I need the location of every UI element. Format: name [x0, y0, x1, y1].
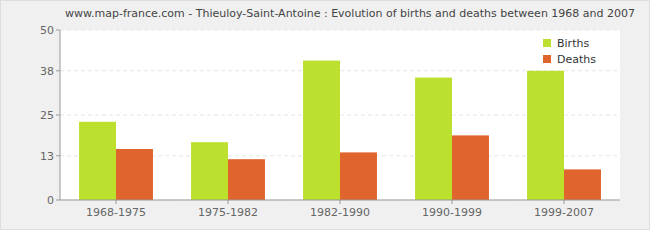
x-tick-label: 1990-1999	[422, 206, 482, 219]
bar	[452, 135, 489, 200]
grid-line	[60, 200, 620, 201]
chart-svg: 0 13 25 38 50 1968-1975 1975-1982 1982-1990 1990…	[0, 0, 650, 230]
y-tick-label: 50	[40, 24, 54, 37]
x-tick	[116, 200, 117, 204]
bar	[116, 149, 153, 200]
y-tick-label: 13	[40, 150, 54, 163]
bar	[303, 61, 340, 200]
y-tick	[56, 30, 60, 31]
x-tick-label: 1968-1975	[86, 206, 146, 219]
bar	[415, 78, 452, 200]
legend-label: Deaths	[557, 53, 596, 66]
y-tick	[56, 115, 60, 116]
y-tick	[56, 200, 60, 201]
bar	[340, 152, 377, 200]
x-tick-label: 1975-1982	[198, 206, 258, 219]
title: www.map-france.com - Thieuloy-Saint-Anto…	[65, 7, 635, 20]
legend-box	[535, 32, 615, 70]
bar	[228, 159, 265, 200]
y-tick	[56, 155, 60, 156]
x-axis	[60, 200, 620, 201]
chart-root: 0 13 25 38 50 1968-1975 1975-1982 1982-1990 1990…	[0, 0, 650, 230]
bar	[191, 142, 228, 200]
x-tick	[452, 200, 453, 204]
y-axis	[60, 30, 61, 200]
legend-swatch	[543, 39, 551, 47]
x-tick-label: 1982-1990	[310, 206, 370, 219]
x-tick	[228, 200, 229, 204]
grid-line	[60, 30, 620, 31]
background	[1, 1, 650, 230]
bar	[527, 71, 564, 200]
legend-swatch	[543, 55, 551, 63]
x-tick-label: 1999-2007	[534, 206, 594, 219]
y-tick-label: 38	[40, 65, 54, 78]
legend: Births Deaths	[535, 32, 615, 70]
legend-label: Births	[557, 37, 589, 50]
y-tick-label: 0	[47, 194, 54, 207]
x-tick	[564, 200, 565, 204]
bar	[79, 122, 116, 200]
x-tick	[340, 200, 341, 204]
bars	[79, 61, 601, 200]
y-tick	[56, 70, 60, 71]
plot-area	[60, 30, 620, 200]
y-tick-label: 25	[40, 109, 54, 122]
bar	[564, 169, 601, 200]
